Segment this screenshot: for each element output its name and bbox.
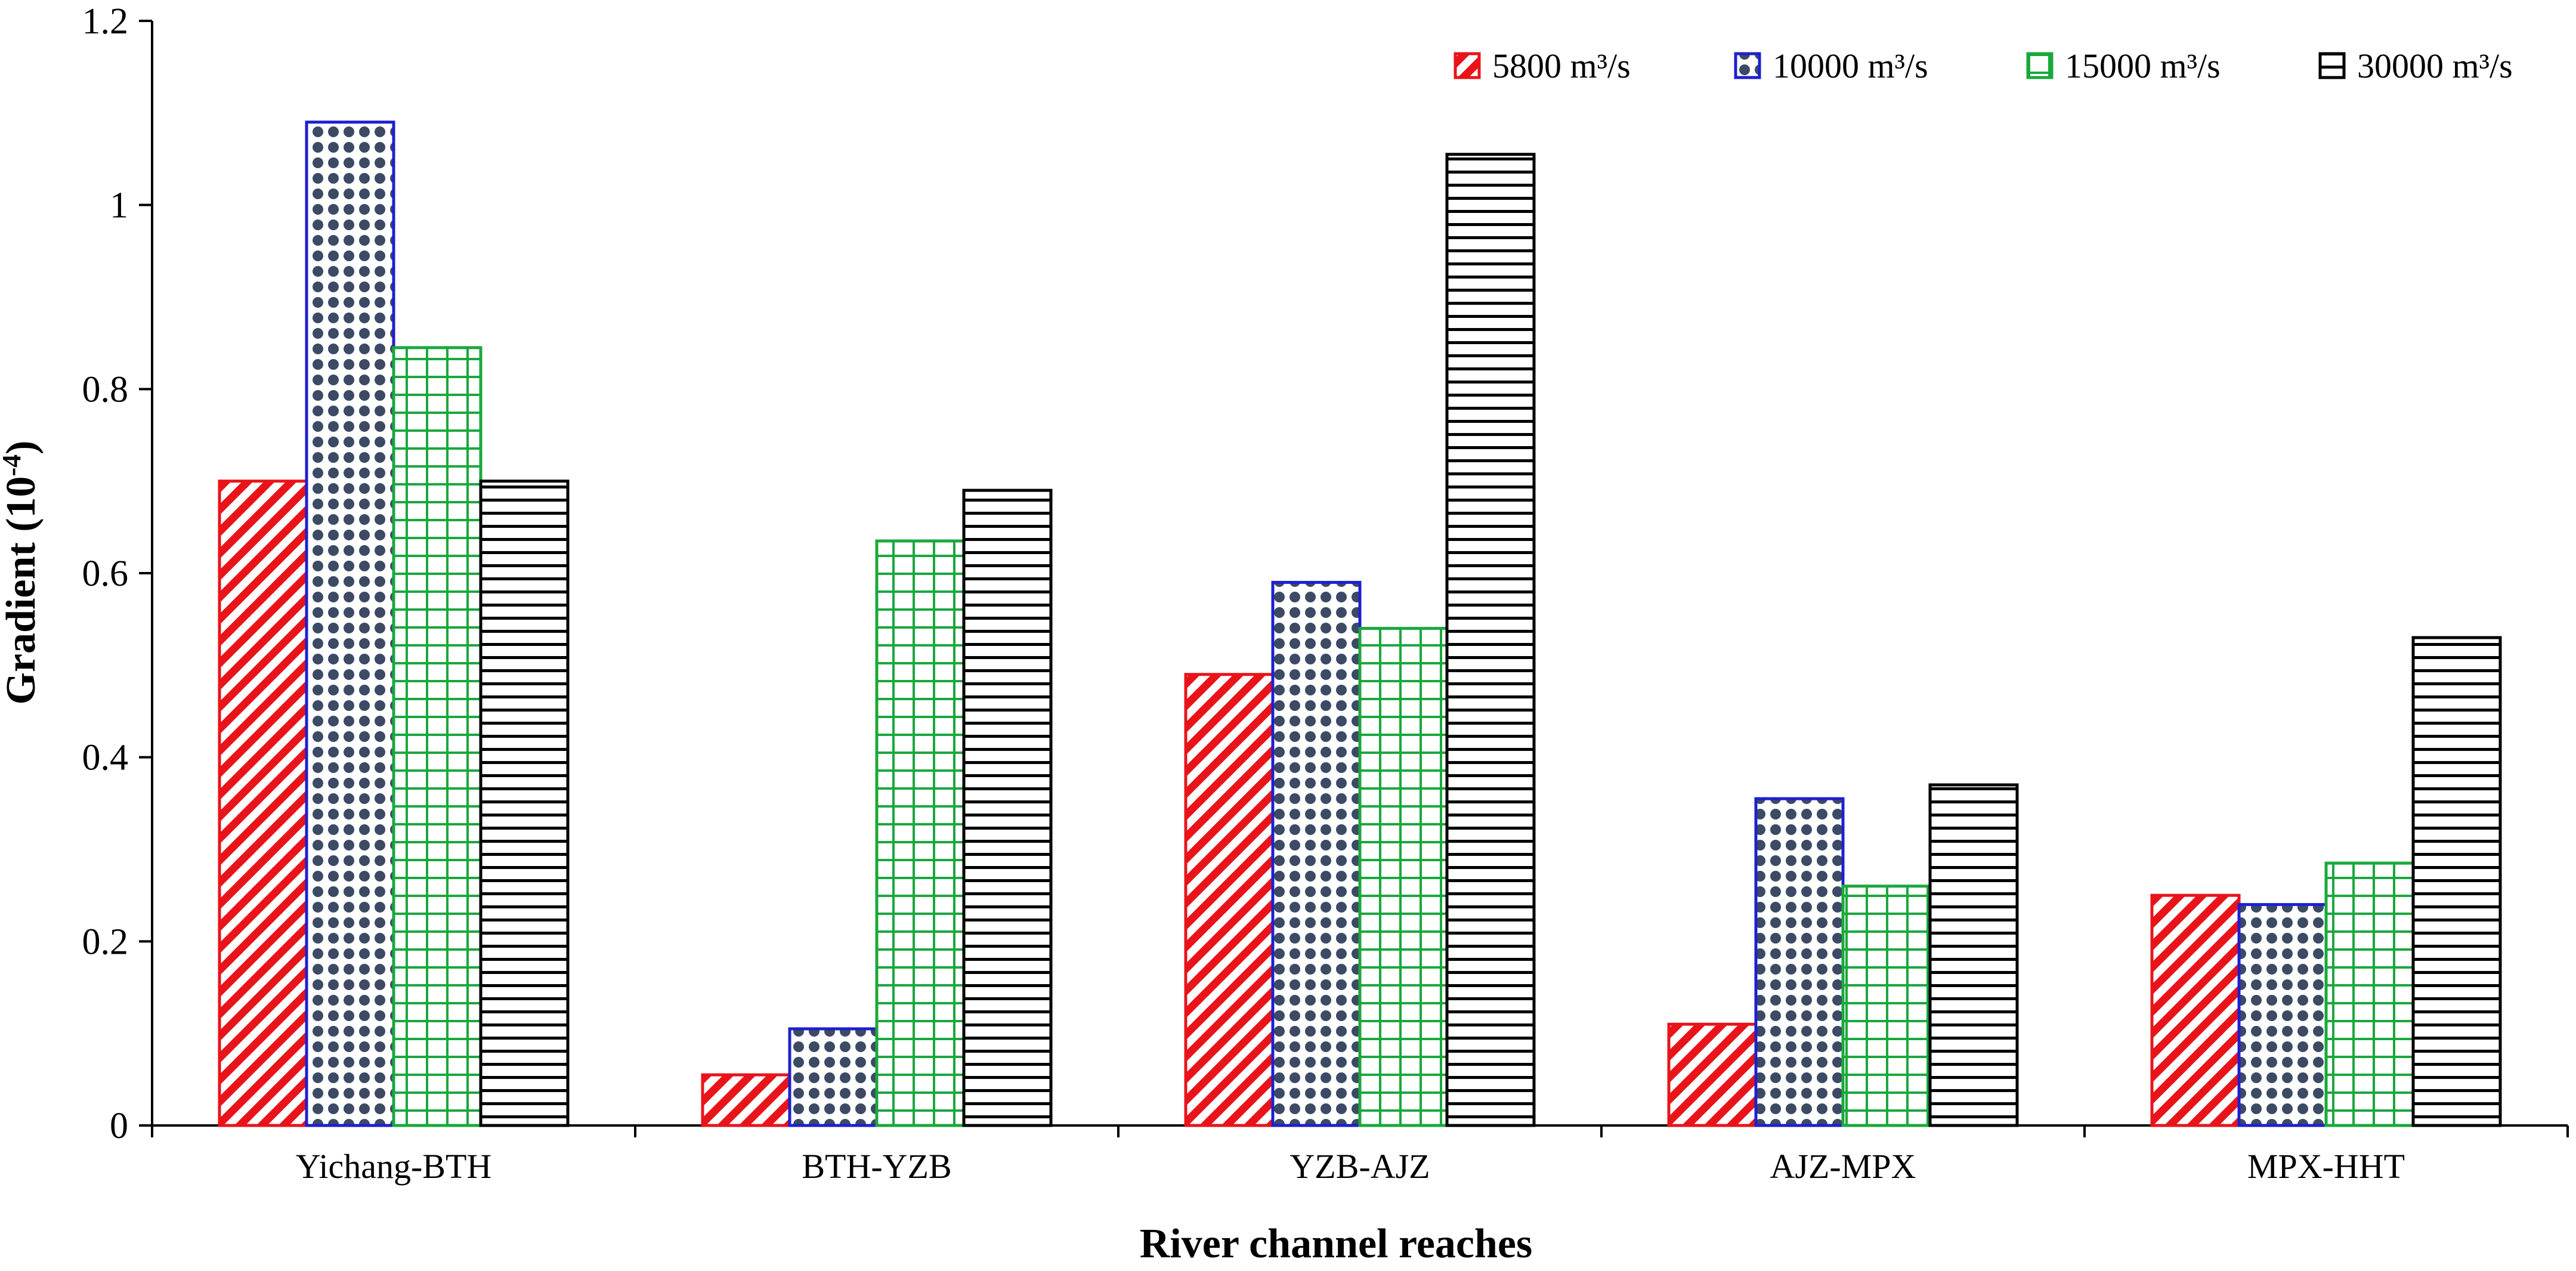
y-tick-label: 0.2 bbox=[82, 921, 129, 962]
x-category-label: YZB-AJZ bbox=[1289, 1147, 1430, 1186]
y-tick-label: 1 bbox=[110, 185, 128, 226]
bar-bth-yzb-series-3 bbox=[875, 539, 966, 1127]
y-tick-label: 0 bbox=[110, 1106, 128, 1146]
legend: 5800 m³/s 10000 m³/s 15000 m³/s 30000 m³/s bbox=[1454, 47, 2513, 85]
y-axis-title: Gradient (10-4) bbox=[0, 441, 44, 705]
bar-bth-yzb-series-2 bbox=[788, 1027, 879, 1127]
y-tick-label: 1.2 bbox=[82, 1, 129, 42]
bar-ajz-mpx-series-1 bbox=[1667, 1022, 1758, 1127]
bar-yzb-ajz-series-1 bbox=[1184, 673, 1275, 1127]
y-axis-title-main: Gradient (10 bbox=[0, 476, 44, 704]
x-category-label: BTH-YZB bbox=[802, 1147, 951, 1186]
legend-label: 30000 m³/s bbox=[2357, 47, 2513, 85]
legend-swatch bbox=[2318, 52, 2346, 79]
x-category-label: AJZ-MPX bbox=[1770, 1147, 1916, 1186]
axis-ticks: 0 0.2 0.4 0.6 0.8 1 1.2 bbox=[82, 1, 2569, 1146]
bar-yichang-bth-series-4 bbox=[479, 480, 570, 1127]
x-category-label: MPX-HHT bbox=[2247, 1147, 2405, 1186]
y-tick-label: 0.6 bbox=[82, 553, 129, 594]
y-axis-title-exponent: -4 bbox=[0, 454, 26, 477]
y-tick-label: 0.4 bbox=[82, 738, 129, 778]
y-axis-title-suffix: ) bbox=[0, 441, 44, 454]
bar-ajz-mpx-series-3 bbox=[1841, 885, 1932, 1127]
bar-yzb-ajz-series-3 bbox=[1358, 627, 1449, 1127]
legend-label: 10000 m³/s bbox=[1773, 47, 1928, 85]
bar-mpx-hht-series-2 bbox=[2237, 903, 2328, 1127]
legend-swatch bbox=[1454, 52, 1481, 79]
bar-mpx-hht-series-1 bbox=[2150, 893, 2241, 1127]
x-axis-title: River channel reaches bbox=[1140, 1221, 1532, 1267]
legend-label: 5800 m³/s bbox=[1492, 47, 1631, 85]
category-labels: Yichang-BTH BTH-YZB YZB-AJZ AJZ-MPX MPX-HHT bbox=[296, 1147, 2405, 1186]
legend-label: 15000 m³/s bbox=[2065, 47, 2221, 85]
bar-bth-yzb-series-4 bbox=[962, 488, 1053, 1127]
legend-swatch bbox=[1734, 52, 1761, 79]
bar-mpx-hht-series-3 bbox=[2324, 861, 2415, 1127]
bars bbox=[218, 120, 2502, 1127]
bar-mpx-hht-series-4 bbox=[2411, 636, 2502, 1127]
bar-yzb-ajz-series-2 bbox=[1271, 580, 1362, 1127]
bar-yichang-bth-series-3 bbox=[392, 346, 483, 1127]
bar-yichang-bth-series-2 bbox=[305, 120, 395, 1127]
y-tick-label: 0.8 bbox=[82, 369, 129, 410]
legend-swatch bbox=[2026, 52, 2054, 79]
bar-ajz-mpx-series-2 bbox=[1754, 797, 1845, 1127]
bar-bth-yzb-series-1 bbox=[701, 1073, 791, 1127]
x-category-label: Yichang-BTH bbox=[296, 1147, 492, 1186]
bar-yzb-ajz-series-4 bbox=[1445, 153, 1536, 1127]
bar-yichang-bth-series-1 bbox=[218, 480, 308, 1127]
bar-ajz-mpx-series-4 bbox=[1928, 783, 2019, 1127]
